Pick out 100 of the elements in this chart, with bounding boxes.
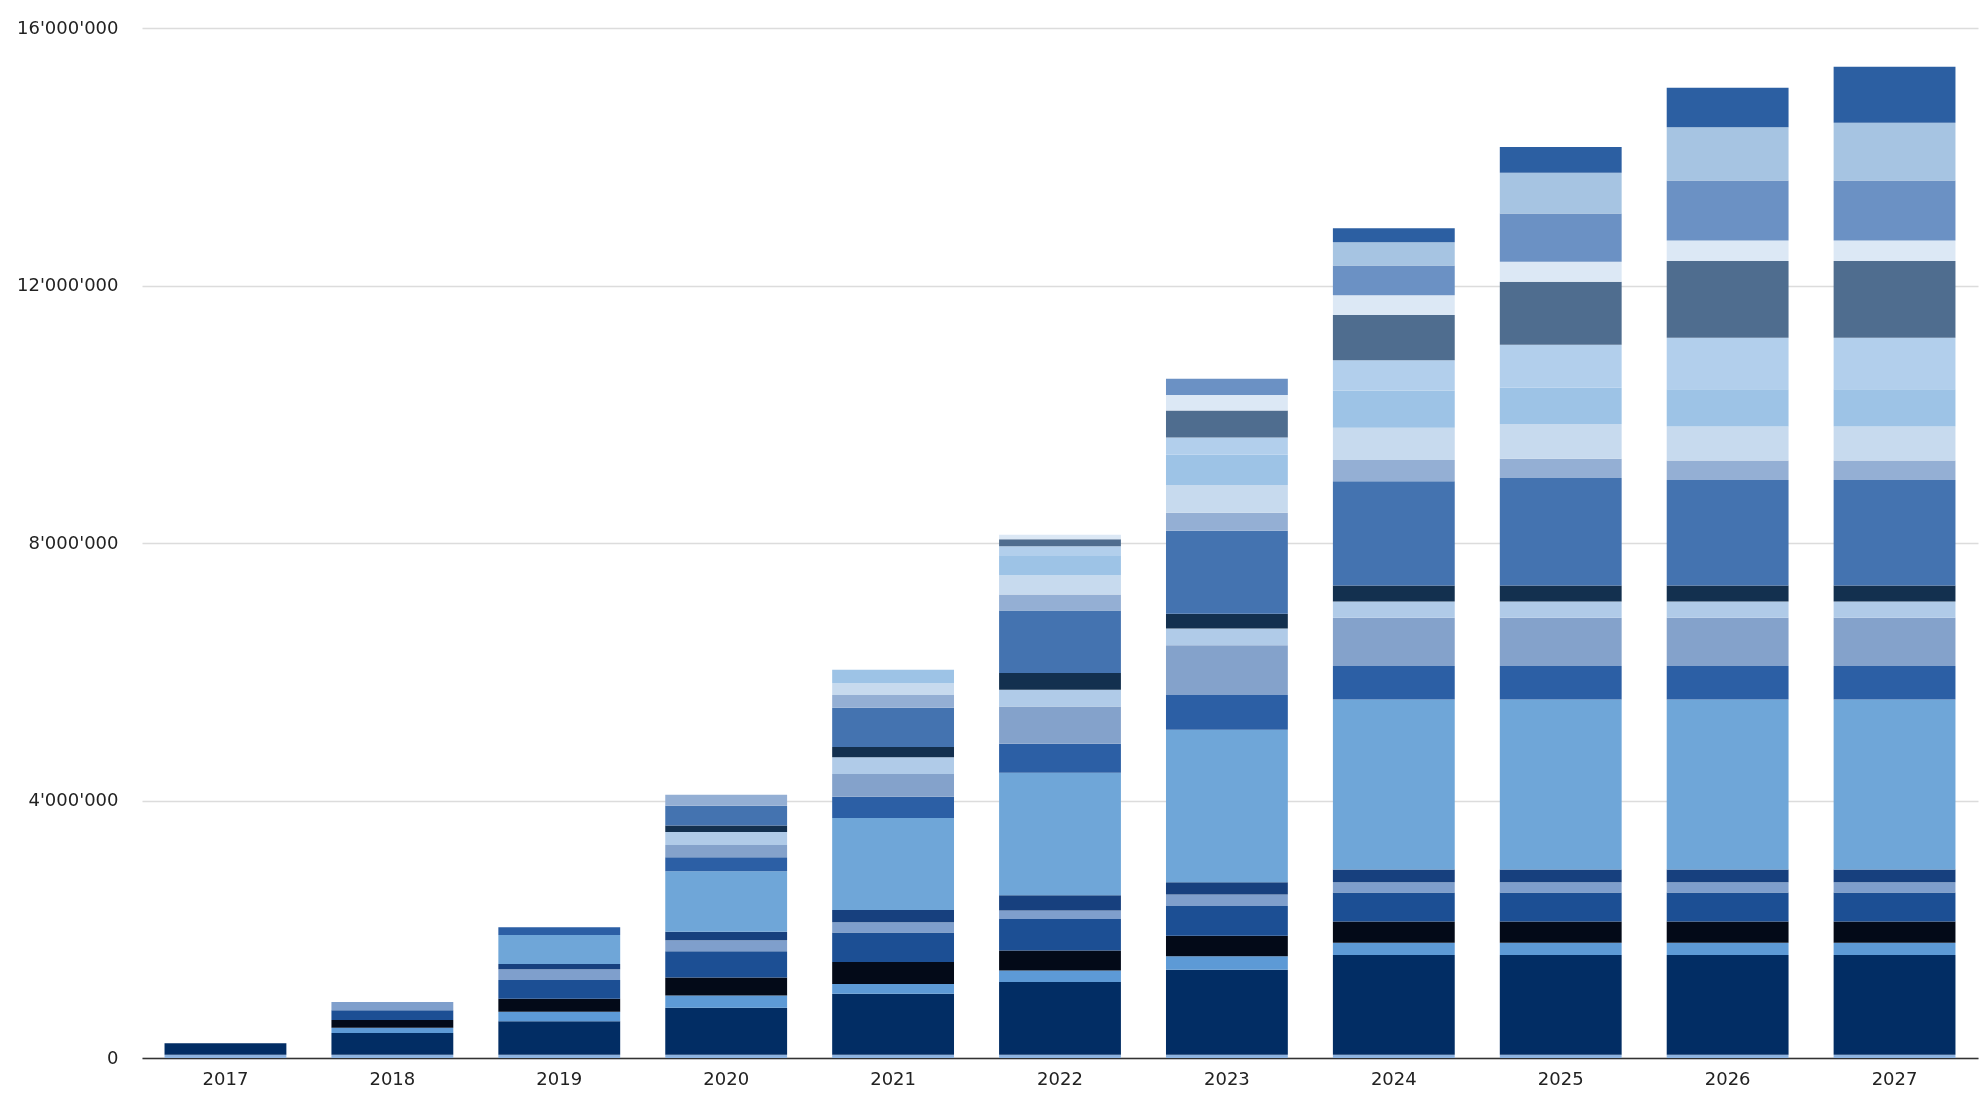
bar — [999, 918, 1121, 951]
bar — [1666, 601, 1789, 618]
bar — [1499, 261, 1622, 282]
x-tick-label: 2024 — [1370, 1067, 1417, 1089]
bar — [832, 983, 955, 994]
bar — [665, 977, 788, 996]
bar — [832, 683, 955, 695]
bar — [1833, 180, 1956, 241]
bar — [999, 970, 1121, 983]
y-tick-label: 8'000'000 — [28, 531, 119, 553]
bar — [498, 935, 621, 965]
bar — [1666, 955, 1789, 1055]
y-tick-label: 16'000'000 — [16, 16, 119, 38]
bar — [1165, 894, 1288, 907]
bar — [1833, 389, 1956, 427]
bar — [498, 964, 621, 970]
bar — [665, 995, 788, 1008]
bar — [1165, 613, 1288, 629]
bar — [1499, 477, 1622, 586]
bar — [1833, 617, 1956, 666]
bar — [999, 673, 1121, 690]
x-tick-label: 2022 — [1037, 1067, 1083, 1089]
bar — [1165, 694, 1288, 730]
bar — [498, 1021, 621, 1055]
bar — [665, 844, 788, 858]
bar — [1833, 869, 1956, 883]
bar — [832, 774, 955, 797]
bar — [1332, 315, 1455, 361]
bar — [999, 689, 1121, 707]
bar — [1332, 360, 1455, 391]
bar — [1499, 921, 1622, 943]
bar — [498, 927, 621, 936]
bar — [1165, 378, 1288, 395]
bar — [999, 772, 1121, 896]
bar — [1165, 969, 1288, 1055]
bar — [1499, 665, 1622, 700]
bar — [999, 575, 1121, 595]
bar — [1499, 387, 1622, 424]
x-tick-label: 2017 — [202, 1067, 249, 1089]
bar — [1332, 942, 1455, 955]
bar — [832, 817, 955, 910]
bar — [1499, 617, 1622, 666]
bar — [1499, 344, 1622, 388]
bar — [1666, 87, 1789, 128]
bar — [999, 1054, 1121, 1058]
bar — [1833, 460, 1956, 480]
bar — [1666, 882, 1789, 893]
x-tick-label: 2023 — [1204, 1067, 1250, 1089]
bar — [1165, 628, 1288, 646]
bar — [1833, 892, 1956, 922]
bar — [1165, 512, 1288, 531]
bar — [999, 594, 1121, 611]
bar — [832, 796, 955, 818]
bar — [832, 932, 955, 963]
bar — [1332, 601, 1455, 618]
bar — [1666, 1054, 1789, 1058]
bar — [999, 982, 1121, 1055]
bar — [999, 555, 1121, 576]
bar — [1332, 699, 1455, 870]
bar — [1499, 955, 1622, 1055]
bar — [1499, 423, 1622, 459]
bar — [1833, 921, 1956, 943]
y-tick-label: 12'000'000 — [16, 274, 119, 295]
bar — [832, 922, 955, 933]
bar — [1833, 882, 1956, 893]
bar — [1332, 1054, 1455, 1058]
bar — [498, 1011, 621, 1022]
bar — [1666, 389, 1789, 427]
bar — [665, 931, 788, 941]
bar — [1499, 882, 1622, 893]
bar — [832, 747, 955, 758]
bar — [1499, 892, 1622, 922]
bar — [1833, 337, 1956, 390]
x-tick-label: 2019 — [536, 1067, 583, 1089]
bar — [1332, 892, 1455, 922]
bar — [1666, 921, 1789, 943]
bar — [1666, 180, 1789, 241]
bar — [1332, 665, 1455, 700]
bar — [1833, 240, 1956, 262]
bar — [665, 940, 788, 952]
bar — [1499, 1054, 1622, 1058]
bar — [1666, 479, 1789, 586]
bar — [1332, 585, 1455, 602]
x-tick-label: 2025 — [1537, 1067, 1584, 1089]
bar — [832, 909, 955, 923]
bar — [665, 951, 788, 978]
bar — [1499, 942, 1622, 955]
bar — [1666, 892, 1789, 922]
bar — [1332, 390, 1455, 428]
bar — [832, 1054, 955, 1058]
bar — [498, 1054, 621, 1058]
bar — [1666, 617, 1789, 666]
bar — [665, 794, 788, 806]
bar — [1165, 437, 1288, 455]
bar — [1666, 426, 1789, 461]
bar — [331, 1032, 454, 1055]
bar — [331, 1027, 454, 1033]
bar — [665, 805, 788, 826]
bar — [1833, 699, 1956, 870]
bar — [999, 895, 1121, 911]
